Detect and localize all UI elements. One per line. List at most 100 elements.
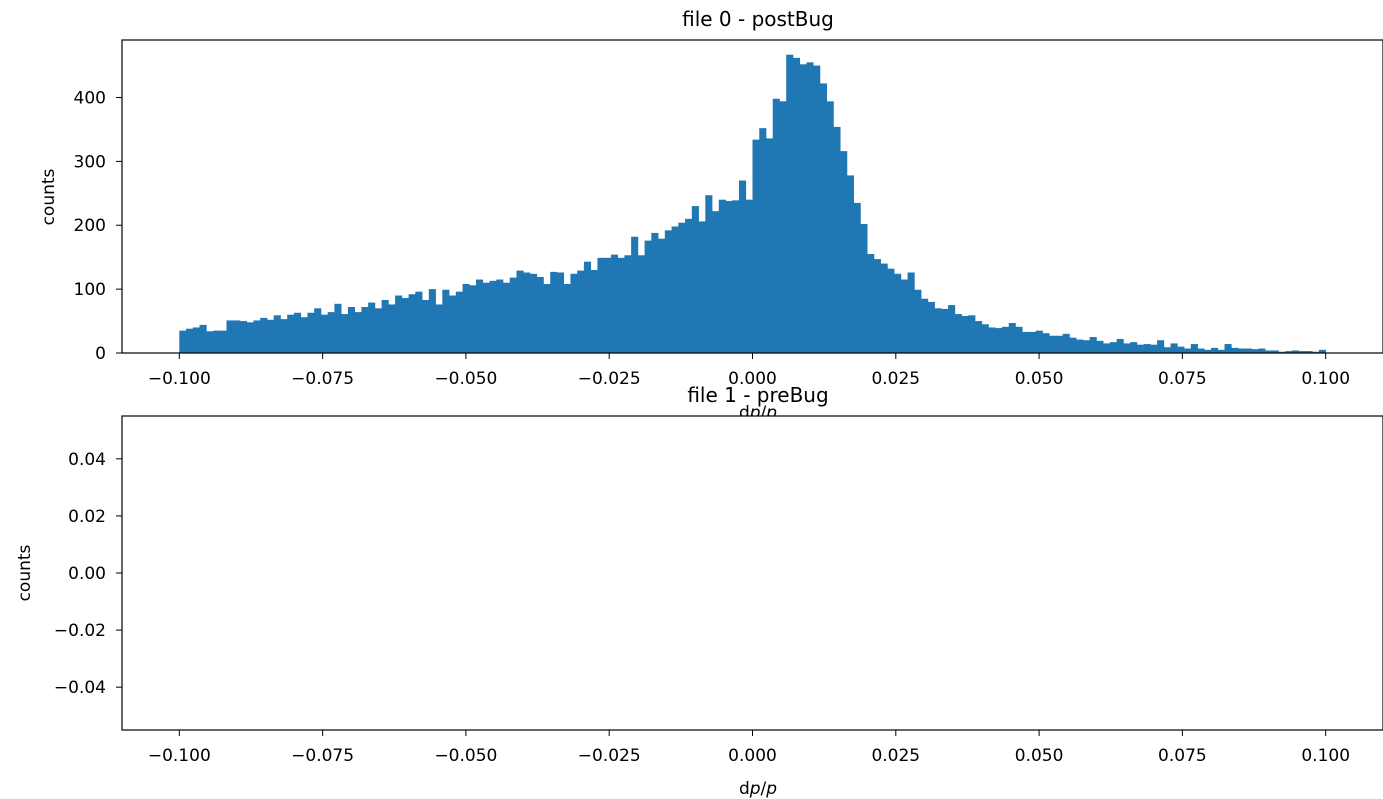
histogram-bars [179, 54, 1327, 354]
x-tick-label: −0.050 [434, 369, 497, 389]
histogram-bar [772, 98, 780, 353]
histogram-bar [671, 226, 679, 353]
histogram-bar [806, 62, 814, 353]
x-axis: −0.100 −0.075 −0.050 −0.025 0.000 0.025 0.050 0… [148, 353, 1350, 389]
histogram-bar [1305, 351, 1313, 353]
histogram-bar [745, 199, 753, 353]
histogram-bar [300, 317, 308, 353]
histogram-bar [455, 291, 463, 353]
histogram-bar [260, 317, 268, 353]
histogram-bar [604, 257, 612, 353]
histogram-bar [1204, 349, 1212, 353]
histogram-bar [1278, 351, 1286, 353]
histogram-bar [293, 312, 302, 353]
histogram-bar [1157, 340, 1165, 353]
histogram-bar [186, 328, 194, 353]
histogram-bar [907, 272, 915, 353]
histogram-bar [691, 206, 699, 353]
histogram-bar [199, 324, 207, 353]
histogram-bar [1190, 344, 1198, 353]
x-label-slash: / [761, 403, 767, 423]
histogram-bar [975, 321, 983, 353]
histogram-bar [1184, 348, 1192, 353]
histogram-bar [813, 65, 821, 353]
histogram-bar [1238, 348, 1246, 353]
x-tick-label: 0.025 [871, 746, 920, 766]
y-tick-label: −0.04 [54, 678, 106, 698]
histogram-bar [887, 268, 895, 353]
histogram-bar [408, 294, 416, 353]
histogram-bar [1312, 351, 1320, 353]
histogram-bar [1069, 337, 1077, 353]
x-label-d: d [739, 403, 750, 423]
histogram-bar [644, 240, 652, 353]
histogram-bar [651, 232, 659, 353]
histogram-bar [570, 273, 578, 353]
x-tick-label: −0.100 [148, 369, 211, 389]
histogram-bar [307, 312, 315, 353]
histogram-bar [792, 57, 801, 354]
histogram-bar [462, 284, 470, 353]
histogram-bar [1008, 322, 1016, 353]
histogram-bar [1096, 340, 1104, 353]
histogram-bar [981, 324, 989, 353]
y-axis-label: counts [15, 544, 35, 601]
histogram-bar [880, 263, 888, 353]
histogram-bar [1251, 349, 1259, 353]
histogram-bar [583, 261, 592, 353]
histogram-bar [718, 199, 726, 353]
y-tick-label: −0.02 [54, 621, 106, 641]
histogram-bar [1028, 331, 1037, 353]
histogram-bar [1285, 351, 1293, 353]
x-label-p2: p [765, 779, 777, 799]
chart-title: file 1 - preBug [687, 383, 828, 407]
histogram-bar [624, 255, 632, 353]
histogram-bar [563, 284, 571, 353]
subplot-prebug: file 1 - preBug −0.100 −0.075 −0.050 −0.025… [15, 383, 1383, 799]
histogram-bar [1170, 343, 1178, 353]
histogram-bar [395, 295, 403, 353]
y-tick-label: 200 [74, 216, 106, 236]
histogram-bar [1244, 348, 1252, 353]
histogram-bar [725, 200, 733, 353]
histogram-bar [253, 320, 261, 353]
histogram-bar [617, 257, 625, 353]
histogram-bar [1150, 344, 1158, 353]
histogram-bar [867, 253, 875, 353]
histogram-bar [388, 304, 396, 353]
histogram-bar [401, 298, 409, 353]
histogram-bar [853, 202, 861, 353]
histogram-bar [476, 279, 484, 353]
histogram-bar [273, 315, 281, 353]
histogram-bar [334, 303, 342, 353]
x-tick-label: −0.025 [578, 369, 641, 389]
histogram-bar [637, 255, 645, 353]
histogram-bar [428, 289, 436, 353]
x-tick-label: 0.050 [1015, 369, 1064, 389]
histogram-bar [179, 330, 187, 353]
y-tick-label: 400 [74, 88, 106, 108]
histogram-bar [469, 285, 477, 353]
subplot-postbug: file 0 - postBug −0.100 −0.075 −0.050 −0.02… [39, 7, 1383, 423]
histogram-bar [685, 218, 693, 353]
histogram-bar [698, 221, 706, 353]
histogram-bar [1264, 350, 1273, 353]
histogram-bar [1231, 347, 1239, 353]
histogram-bar [705, 195, 713, 353]
histogram-bar [266, 319, 275, 353]
histogram-bar [995, 328, 1003, 353]
histogram-bar [1163, 347, 1171, 353]
x-tick-label: 0.075 [1158, 746, 1207, 766]
histogram-bar [1258, 348, 1266, 353]
y-tick-label: 0.00 [68, 564, 106, 584]
histogram-bar [927, 301, 935, 353]
histogram-bar [1049, 335, 1057, 353]
histogram-bar [1271, 350, 1279, 353]
y-tick-label: 0.04 [68, 450, 106, 470]
histogram-bar [954, 314, 962, 353]
histogram-bar [496, 279, 504, 353]
histogram-bar [921, 298, 929, 353]
histogram-bar [1224, 344, 1232, 353]
histogram-bar [226, 320, 234, 353]
y-tick-label: 100 [74, 280, 106, 300]
